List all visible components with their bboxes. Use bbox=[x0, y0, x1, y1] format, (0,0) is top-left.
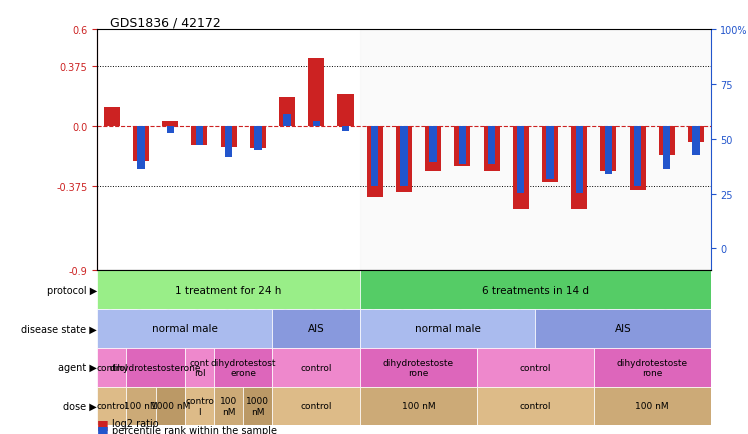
Bar bbox=[663, 127, 670, 170]
Bar bbox=[571, 127, 587, 210]
Text: dihydrotestost
erone: dihydrotestost erone bbox=[210, 358, 276, 377]
FancyBboxPatch shape bbox=[126, 348, 185, 387]
Text: agent ▶: agent ▶ bbox=[58, 362, 97, 372]
FancyBboxPatch shape bbox=[97, 387, 126, 425]
FancyBboxPatch shape bbox=[97, 309, 272, 348]
Bar bbox=[454, 127, 470, 167]
Text: 6 treatments in 14 d: 6 treatments in 14 d bbox=[482, 285, 589, 295]
FancyBboxPatch shape bbox=[214, 387, 243, 425]
Text: control: control bbox=[301, 363, 332, 372]
FancyBboxPatch shape bbox=[185, 387, 214, 425]
Text: 1000 nM: 1000 nM bbox=[150, 401, 190, 411]
Text: percentile rank within the sample: percentile rank within the sample bbox=[112, 425, 278, 434]
Text: control: control bbox=[96, 363, 128, 372]
Bar bbox=[634, 127, 641, 187]
Text: AIS: AIS bbox=[308, 324, 325, 334]
Bar bbox=[367, 127, 383, 197]
Text: 100 nM: 100 nM bbox=[124, 401, 158, 411]
Text: 100 nM: 100 nM bbox=[635, 401, 669, 411]
Text: control: control bbox=[96, 401, 128, 411]
FancyBboxPatch shape bbox=[594, 348, 711, 387]
Bar bbox=[191, 127, 207, 146]
Bar bbox=[221, 127, 236, 148]
Bar bbox=[483, 127, 500, 171]
Text: 100 nM: 100 nM bbox=[402, 401, 435, 411]
Text: AIS: AIS bbox=[615, 324, 631, 334]
Bar bbox=[167, 127, 174, 134]
FancyBboxPatch shape bbox=[536, 309, 711, 348]
Bar bbox=[104, 107, 120, 127]
FancyBboxPatch shape bbox=[243, 387, 272, 425]
Text: normal male: normal male bbox=[415, 324, 481, 334]
FancyBboxPatch shape bbox=[594, 387, 711, 425]
Bar bbox=[488, 127, 495, 165]
FancyBboxPatch shape bbox=[97, 348, 126, 387]
Text: 100
nM: 100 nM bbox=[220, 396, 237, 416]
Bar bbox=[279, 98, 295, 127]
Text: contro
l: contro l bbox=[185, 396, 214, 416]
Bar bbox=[688, 127, 704, 142]
Bar bbox=[575, 127, 583, 194]
FancyBboxPatch shape bbox=[360, 387, 477, 425]
Bar bbox=[225, 127, 233, 158]
Bar bbox=[517, 127, 524, 194]
Text: protocol ▶: protocol ▶ bbox=[47, 285, 97, 295]
Text: ■: ■ bbox=[97, 423, 109, 434]
FancyBboxPatch shape bbox=[360, 271, 711, 309]
Text: log2 ratio: log2 ratio bbox=[112, 418, 159, 428]
Text: dihydrotestoste
rone: dihydrotestoste rone bbox=[383, 358, 454, 377]
Text: disease state ▶: disease state ▶ bbox=[22, 324, 97, 334]
Bar bbox=[254, 127, 262, 151]
Bar bbox=[659, 127, 675, 155]
FancyBboxPatch shape bbox=[272, 309, 360, 348]
Text: normal male: normal male bbox=[152, 324, 218, 334]
FancyBboxPatch shape bbox=[477, 387, 594, 425]
Bar bbox=[283, 115, 291, 127]
Text: dihydrotestosterone: dihydrotestosterone bbox=[110, 363, 201, 372]
Bar bbox=[542, 127, 558, 183]
Bar bbox=[429, 127, 437, 163]
Bar bbox=[630, 127, 646, 191]
Bar bbox=[693, 127, 699, 155]
FancyBboxPatch shape bbox=[272, 348, 360, 387]
Text: dose ▶: dose ▶ bbox=[64, 401, 97, 411]
Text: control: control bbox=[520, 363, 551, 372]
Text: ■: ■ bbox=[97, 417, 109, 430]
Bar bbox=[512, 127, 529, 210]
FancyBboxPatch shape bbox=[97, 271, 360, 309]
Bar bbox=[138, 127, 144, 170]
Bar bbox=[425, 127, 441, 171]
FancyBboxPatch shape bbox=[477, 348, 594, 387]
Bar bbox=[396, 127, 412, 192]
Text: cont
rol: cont rol bbox=[189, 358, 209, 377]
Bar bbox=[250, 127, 266, 149]
Bar bbox=[342, 127, 349, 132]
FancyBboxPatch shape bbox=[156, 387, 185, 425]
Text: 1 treatment for 24 h: 1 treatment for 24 h bbox=[176, 285, 282, 295]
Bar bbox=[360, 30, 711, 271]
Bar bbox=[371, 127, 378, 187]
Bar bbox=[400, 127, 408, 187]
Bar bbox=[337, 95, 354, 127]
Bar bbox=[196, 127, 203, 146]
Bar bbox=[313, 122, 320, 127]
Text: GDS1836 / 42172: GDS1836 / 42172 bbox=[109, 16, 220, 29]
Text: dihydrotestoste
rone: dihydrotestoste rone bbox=[616, 358, 687, 377]
Text: control: control bbox=[520, 401, 551, 411]
Bar bbox=[162, 122, 178, 127]
FancyBboxPatch shape bbox=[185, 348, 214, 387]
Bar bbox=[133, 127, 149, 162]
Text: control: control bbox=[301, 401, 332, 411]
FancyBboxPatch shape bbox=[214, 348, 272, 387]
Bar bbox=[604, 127, 612, 174]
Bar bbox=[601, 127, 616, 171]
FancyBboxPatch shape bbox=[360, 309, 536, 348]
FancyBboxPatch shape bbox=[360, 348, 477, 387]
Bar bbox=[546, 127, 554, 179]
Bar bbox=[459, 127, 466, 165]
FancyBboxPatch shape bbox=[126, 387, 156, 425]
Bar bbox=[308, 59, 325, 127]
FancyBboxPatch shape bbox=[272, 387, 360, 425]
Text: 1000
nM: 1000 nM bbox=[246, 396, 269, 416]
